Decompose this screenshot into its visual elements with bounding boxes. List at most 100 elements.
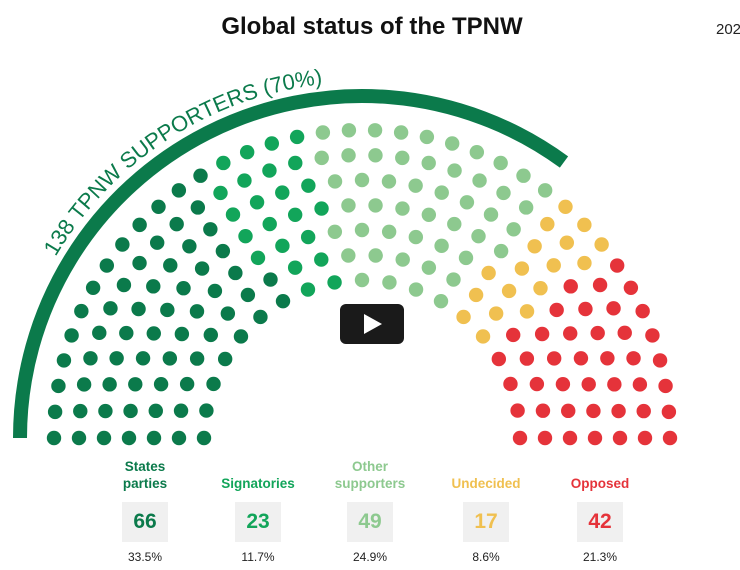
- seat: [300, 282, 316, 297]
- seat: [151, 199, 166, 214]
- seat: [658, 378, 673, 394]
- seat: [216, 155, 231, 171]
- arc-label: 138 TPNW SUPPORTERS (70%): [38, 64, 323, 259]
- seat: [46, 430, 62, 446]
- play-icon[interactable]: [364, 314, 382, 334]
- seat: [559, 235, 575, 250]
- seat: [341, 248, 356, 263]
- legend-item: Other supporters 49 24.9%: [310, 452, 430, 564]
- seat: [132, 217, 147, 233]
- seat: [368, 148, 383, 163]
- seat: [493, 155, 508, 171]
- seat: [169, 216, 184, 232]
- seat: [250, 250, 266, 266]
- legend-item: Opposed 42 21.3%: [540, 452, 660, 564]
- value-box: 42: [577, 502, 623, 542]
- seat: [327, 174, 343, 189]
- legend-item: Signatories 23 11.7%: [198, 452, 318, 564]
- seat: [160, 302, 175, 318]
- seat: [275, 238, 290, 254]
- legend-label: Signatories: [221, 476, 295, 491]
- seat: [203, 327, 218, 343]
- seat: [190, 200, 206, 215]
- seat: [182, 239, 197, 254]
- seat: [121, 430, 137, 446]
- seat: [327, 224, 343, 239]
- seat: [225, 207, 241, 222]
- seat: [652, 353, 668, 368]
- seat: [368, 248, 383, 263]
- seat: [367, 123, 383, 138]
- seat: [607, 377, 622, 392]
- seat: [561, 403, 576, 419]
- seat: [447, 163, 462, 178]
- seat: [314, 150, 329, 166]
- seat: [119, 325, 134, 341]
- seat: [253, 309, 268, 325]
- seat: [288, 155, 303, 171]
- seat: [469, 145, 485, 160]
- value-box: 17: [463, 502, 509, 542]
- seat: [446, 272, 461, 287]
- value-box: 23: [235, 502, 281, 542]
- seat: [238, 229, 253, 244]
- seat: [617, 325, 632, 341]
- seat: [501, 283, 517, 299]
- seat: [314, 201, 329, 216]
- seat: [85, 280, 101, 295]
- seat: [581, 377, 596, 392]
- play-button[interactable]: [340, 304, 404, 344]
- seat: [506, 222, 521, 237]
- seat: [661, 404, 677, 420]
- seat: [174, 326, 190, 342]
- seat: [132, 255, 147, 271]
- seat: [354, 172, 370, 188]
- legend: States parties 66 33.5% Signatories 23 11.7% O…: [0, 452, 740, 564]
- legend-label: Opposed: [570, 476, 630, 491]
- seat: [510, 403, 525, 418]
- seat: [341, 123, 357, 138]
- seat: [600, 351, 615, 366]
- seat: [171, 183, 187, 198]
- seat: [213, 185, 228, 201]
- seat: [239, 145, 255, 160]
- seat: [563, 326, 578, 341]
- seat: [594, 237, 609, 252]
- seat: [162, 351, 178, 366]
- seat: [516, 168, 531, 183]
- seat: [612, 430, 628, 446]
- seat: [408, 178, 423, 193]
- seat: [189, 304, 205, 319]
- seat: [381, 174, 397, 189]
- legend-label: Other supporters: [334, 459, 406, 491]
- seat: [47, 404, 63, 420]
- seat: [76, 377, 92, 392]
- share-label: 21.3%: [582, 550, 618, 564]
- seat: [275, 293, 291, 309]
- seat: [632, 377, 648, 392]
- seat: [249, 195, 265, 210]
- seat: [228, 265, 243, 281]
- seat: [395, 252, 410, 267]
- seat: [488, 306, 504, 321]
- seat: [56, 353, 72, 368]
- seat: [163, 258, 178, 273]
- seat: [563, 279, 578, 294]
- seat: [527, 239, 542, 254]
- seat: [368, 198, 383, 213]
- seat: [102, 377, 117, 392]
- seat: [189, 351, 205, 366]
- seat: [103, 301, 118, 316]
- seat: [491, 351, 507, 367]
- seat: [148, 403, 163, 419]
- seat: [98, 403, 113, 419]
- seat: [483, 207, 499, 222]
- seat: [408, 229, 424, 245]
- seat: [408, 282, 424, 297]
- seat: [578, 301, 593, 317]
- seat: [354, 272, 370, 288]
- seat: [496, 185, 511, 201]
- seat: [382, 275, 397, 290]
- seat: [315, 125, 331, 140]
- seat: [636, 403, 651, 419]
